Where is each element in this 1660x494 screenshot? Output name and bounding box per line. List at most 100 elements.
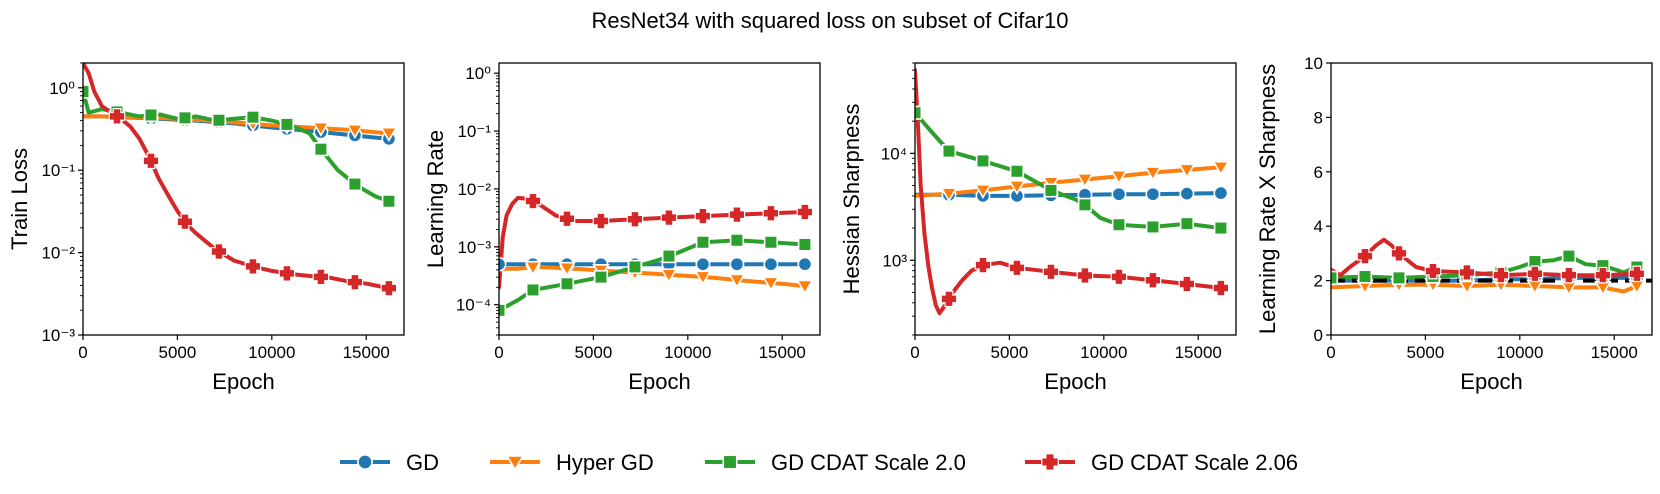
data-point-gd-cdat-scale-2-06 — [1076, 267, 1094, 284]
data-point-gd-cdat-scale-2-0 — [797, 237, 812, 252]
data-point-gd-cdat-scale-2-06 — [660, 209, 678, 226]
legend-label: GD CDAT Scale 2.06 — [1091, 450, 1298, 475]
y-tick-label: 10⁰ — [49, 79, 75, 98]
x-tick-label: 10000 — [1496, 343, 1543, 362]
series-line-hyper-gd — [1331, 282, 1639, 294]
data-point-gd-cdat-scale-2-06 — [1110, 268, 1128, 286]
data-point-gd-cdat-scale-2-0 — [593, 270, 609, 285]
data-point-gd-cdat-scale-2-06 — [796, 203, 814, 221]
legend-label: GD CDAT Scale 2.0 — [771, 450, 966, 475]
data-point-gd-cdat-scale-2-0 — [1179, 216, 1195, 231]
axes-frame — [914, 62, 1237, 336]
data-point-gd-cdat-scale-2-06 — [1144, 271, 1162, 289]
data-point-gd-cdat-scale-2-06 — [626, 210, 644, 228]
legend-entry-4: GD CDAT Scale 2.06 — [1025, 450, 1298, 475]
x-tick-label: 10000 — [1080, 343, 1127, 362]
x-tick-label: 10000 — [664, 343, 711, 362]
data-point-gd — [1111, 186, 1127, 202]
y-axis-label: Learning Rate — [423, 130, 448, 268]
subplot-2: 0 5000 10000 15000 10⁻⁴ 10⁻³ 10⁻² 10⁻¹ 10⁰ Epoch L… — [423, 62, 821, 394]
data-point-gd-cdat-scale-2-0 — [1009, 164, 1025, 179]
data-point-gd-cdat-scale-2-0 — [313, 142, 329, 157]
plot-area — [1331, 237, 1652, 296]
data-point-gd-cdat-scale-2-0 — [975, 153, 991, 169]
legend-entry-2: Hyper GD — [490, 450, 654, 475]
y-axis-label: Hessian Sharpness — [839, 104, 864, 295]
data-point-gd-cdat-scale-2-0 — [695, 235, 711, 250]
y-tick-label: 10⁻¹ — [457, 122, 491, 141]
x-tick-label: 5000 — [1406, 343, 1444, 362]
y-tick-label: 10 — [1304, 54, 1323, 73]
data-point-gd-cdat-scale-2-06 — [1008, 259, 1026, 277]
data-point-gd-cdat-scale-2-06 — [1390, 245, 1408, 262]
legend: GD Hyper GD GD CDAT Scale 2.0 GD CDAT Scale… — [340, 450, 1298, 475]
y-tick-label: 10⁻³ — [41, 326, 75, 345]
axes-frame — [82, 62, 405, 336]
data-point-gd — [763, 256, 779, 272]
data-point-gd-cdat-scale-2-06 — [1560, 266, 1578, 284]
data-point-hyper-gd — [1178, 163, 1196, 179]
data-point-hyper-gd — [796, 279, 814, 295]
x-tick-label: 0 — [910, 343, 919, 362]
data-point-gd-cdat-scale-2-0 — [941, 143, 957, 159]
y-tick-label: 4 — [1314, 217, 1323, 236]
legend-marker — [505, 455, 525, 472]
subplot-1: 0 5000 10000 15000 10⁻³ 10⁻² 10⁻¹ 10⁰ Epoch Train… — [7, 62, 405, 394]
data-point-gd-cdat-scale-2-06 — [1594, 266, 1612, 284]
data-point-gd-cdat-scale-2-0 — [627, 259, 643, 275]
x-tick-label: 15000 — [343, 343, 390, 362]
data-point-hyper-gd — [694, 270, 712, 286]
x-tick-label: 0 — [494, 343, 503, 362]
data-point-gd-cdat-scale-2-06 — [346, 273, 364, 291]
data-point-gd-cdat-scale-2-06 — [312, 268, 330, 286]
data-point-gd-cdat-scale-2-0 — [559, 276, 575, 291]
data-point-gd-cdat-scale-2-0 — [1077, 197, 1093, 212]
series-line-gd-cdat-scale-2-06 — [1331, 237, 1639, 278]
data-point-gd-cdat-scale-2-0 — [245, 110, 261, 125]
data-point-hyper-gd — [1076, 173, 1094, 189]
series-line-gd-cdat-scale-2-0 — [83, 89, 391, 204]
data-point-gd-cdat-scale-2-0 — [83, 84, 91, 99]
x-axis-label: Epoch — [212, 369, 274, 394]
x-tick-label: 0 — [1326, 343, 1335, 362]
data-point-gd-cdat-scale-2-0 — [279, 117, 295, 132]
x-tick-label: 10000 — [248, 343, 295, 362]
data-point-hyper-gd — [312, 121, 330, 137]
data-point-gd-cdat-scale-2-0 — [763, 235, 779, 250]
data-point-gd-cdat-scale-2-06 — [1526, 265, 1544, 283]
data-point-gd-cdat-scale-2-06 — [1492, 266, 1510, 284]
axes-frame — [1330, 62, 1653, 336]
data-point-hyper-gd — [380, 126, 398, 142]
data-point-hyper-gd — [762, 276, 780, 292]
legend-label: Hyper GD — [556, 450, 654, 475]
data-point-gd-cdat-scale-2-06 — [1458, 264, 1476, 281]
y-tick-label: 10³ — [882, 251, 907, 270]
data-point-gd-cdat-scale-2-0 — [381, 194, 396, 209]
data-point-gd — [1213, 185, 1229, 201]
series-line-hyper-gd — [499, 264, 807, 289]
data-point-gd-cdat-scale-2-06 — [1424, 262, 1442, 280]
series-line-hyper-gd — [915, 165, 1223, 198]
data-point-hyper-gd — [974, 184, 992, 200]
data-point-gd-cdat-scale-2-06 — [1042, 263, 1060, 281]
y-tick-label: 6 — [1314, 163, 1323, 182]
data-point-hyper-gd — [1008, 180, 1026, 196]
axes-frame — [498, 62, 821, 336]
data-point-gd-cdat-scale-2-0 — [1357, 269, 1373, 284]
plot-area — [499, 192, 814, 318]
data-point-gd-cdat-scale-2-06 — [108, 108, 126, 125]
data-point-hyper-gd — [728, 273, 746, 289]
legend-label: GD — [406, 450, 439, 475]
x-tick-label: 5000 — [574, 343, 612, 362]
y-tick-label: 10⁻³ — [457, 238, 491, 257]
legend-entry-1: GD — [340, 450, 439, 475]
data-point-gd-cdat-scale-2-06 — [1212, 279, 1230, 297]
data-point-gd-cdat-scale-2-06 — [1178, 275, 1196, 293]
data-point-gd — [1179, 186, 1195, 202]
y-tick-label: 8 — [1314, 108, 1323, 127]
data-point-gd-cdat-scale-2-06 — [762, 204, 780, 222]
x-tick-label: 15000 — [1591, 343, 1638, 362]
data-point-gd-cdat-scale-2-0 — [177, 110, 193, 125]
x-tick-label: 5000 — [990, 343, 1028, 362]
subplot-4: 0 5000 10000 15000 0 2 4 6 8 10 Epoch Learning Rate… — [1255, 54, 1653, 394]
